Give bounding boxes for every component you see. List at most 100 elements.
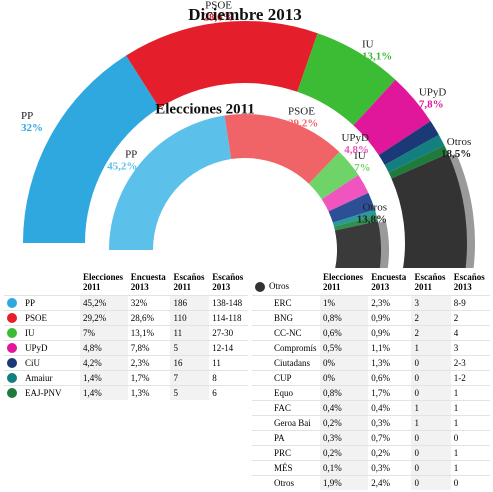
slice-label: IU <box>362 38 374 50</box>
slice-value: 18,5% <box>441 148 471 160</box>
value-cell: 1 <box>411 415 451 431</box>
column-header: Encuesta 2013 <box>371 272 407 292</box>
slice <box>378 121 439 166</box>
value-cell: 0,5% <box>320 340 369 356</box>
slice-label: Otros <box>363 201 387 213</box>
value-cell: 2-3 <box>450 355 490 371</box>
value-cell: 0,4% <box>320 400 369 416</box>
party-cell: Amaiur <box>4 370 80 386</box>
chart-title: Elecciones 2011 <box>155 101 255 117</box>
value-cell: 186 <box>170 295 210 311</box>
slice <box>328 192 375 223</box>
party-name: Compromís <box>274 343 317 353</box>
slice <box>388 145 449 179</box>
slice <box>126 21 318 108</box>
value-cell: 7 <box>170 370 210 386</box>
table-row: Amaiur 1,4% 1,7% 7 8 <box>4 370 248 386</box>
party-name: EAJ-PNV <box>25 387 62 398</box>
slice-label: PP <box>125 148 137 160</box>
slice <box>297 33 396 126</box>
party-name: Amaiur <box>25 372 53 383</box>
dot <box>255 282 265 292</box>
value-cell: 2,3% <box>127 355 171 371</box>
dot <box>7 328 17 339</box>
party-cell: PA <box>252 430 320 446</box>
value-cell: 0,4% <box>368 400 412 416</box>
party-name: CUP <box>274 373 292 383</box>
slice-label: PSOE <box>288 106 315 118</box>
value-cell: 1,3% <box>127 385 171 400</box>
value-cell: 1,1% <box>368 340 412 356</box>
party-name: PSOE <box>25 312 48 323</box>
value-cell: 0 <box>411 370 451 386</box>
value-cell: 28,6% <box>127 310 171 326</box>
value-cell: 5 <box>170 340 210 356</box>
party-name: PRC <box>274 448 292 458</box>
table-title: Otros <box>269 281 289 292</box>
value-cell: 45,2% <box>80 295 128 311</box>
dot <box>7 358 17 369</box>
party-cell: BNG <box>252 310 320 326</box>
data-table: Otros Elecciones 2011 Encuesta 2013 Escaños… <box>252 272 490 490</box>
value-cell: 1 <box>411 400 451 416</box>
value-cell: 1 <box>450 460 490 476</box>
value-cell: 0 <box>450 475 490 490</box>
column-header: Escaños 2013 <box>453 272 485 292</box>
party-name: CiU <box>25 357 41 368</box>
slice <box>308 152 359 200</box>
party-cell: FAC <box>252 400 320 416</box>
table-row: UPyD 4,8% 7,8% 5 12-14 <box>4 340 248 356</box>
value-cell: 11 <box>209 355 248 371</box>
slice-value: 13,8% <box>357 213 387 225</box>
value-cell: 1% <box>320 295 369 311</box>
value-cell: 16 <box>170 355 210 371</box>
value-cell: 5 <box>170 385 210 400</box>
slice <box>334 221 381 268</box>
slice-label: Otros <box>447 136 471 148</box>
column-header: Escaños 2011 <box>173 272 205 292</box>
value-cell: 0,6% <box>320 325 369 341</box>
data-table: Elecciones 2011 Encuesta 2013 Escaños 2011… <box>4 272 248 400</box>
slice-value: 32% <box>21 122 43 134</box>
value-cell: 2,4% <box>368 475 412 490</box>
value-cell: 32% <box>127 295 171 311</box>
slice-label: UPyD <box>341 132 369 144</box>
party-name: CC-NC <box>274 328 302 338</box>
value-cell: 0,9% <box>368 310 412 326</box>
value-cell: 0 <box>411 445 451 461</box>
table-row: BNG 0,8% 0,9% 2 2 <box>252 310 490 326</box>
slice <box>332 209 377 227</box>
slice <box>353 79 431 156</box>
header-cell: Otros <box>252 272 320 296</box>
slice-label: PSOE <box>205 0 232 12</box>
value-cell: 1,4% <box>80 385 128 400</box>
value-cell: 8-9 <box>450 295 490 311</box>
value-cell: 7,8% <box>127 340 171 356</box>
value-cell: 0,2% <box>368 445 412 461</box>
party-name: PP <box>25 297 36 308</box>
table-row: ERC 1% 2,3% 3 8-9 <box>252 295 490 311</box>
value-cell: 13,1% <box>127 325 171 341</box>
value-cell: 1 <box>450 415 490 431</box>
column-header: Escaños 2011 <box>414 272 446 292</box>
column-header: Elecciones 2011 <box>83 272 123 292</box>
party-cell: UPyD <box>4 340 80 356</box>
value-cell: 2 <box>411 310 451 326</box>
value-cell: 0 <box>411 385 451 401</box>
value-cell: 1 <box>450 400 490 416</box>
value-cell: 0 <box>450 430 490 446</box>
value-cell: 12-14 <box>209 340 248 356</box>
value-cell: 0% <box>320 370 369 386</box>
value-cell: 29,2% <box>80 310 128 326</box>
party-name: Otros <box>274 478 294 488</box>
party-name: Equo <box>274 388 293 398</box>
dot <box>7 343 17 354</box>
party-cell: Ciutadans <box>252 355 320 371</box>
slice-value: 29,2% <box>288 118 318 130</box>
value-cell: 2 <box>450 310 490 326</box>
slice <box>391 153 467 268</box>
slice-label: PP <box>21 110 33 122</box>
value-cell: 0,2% <box>320 415 369 431</box>
column-header: Elecciones 2011 <box>323 272 363 292</box>
slice <box>321 174 369 212</box>
